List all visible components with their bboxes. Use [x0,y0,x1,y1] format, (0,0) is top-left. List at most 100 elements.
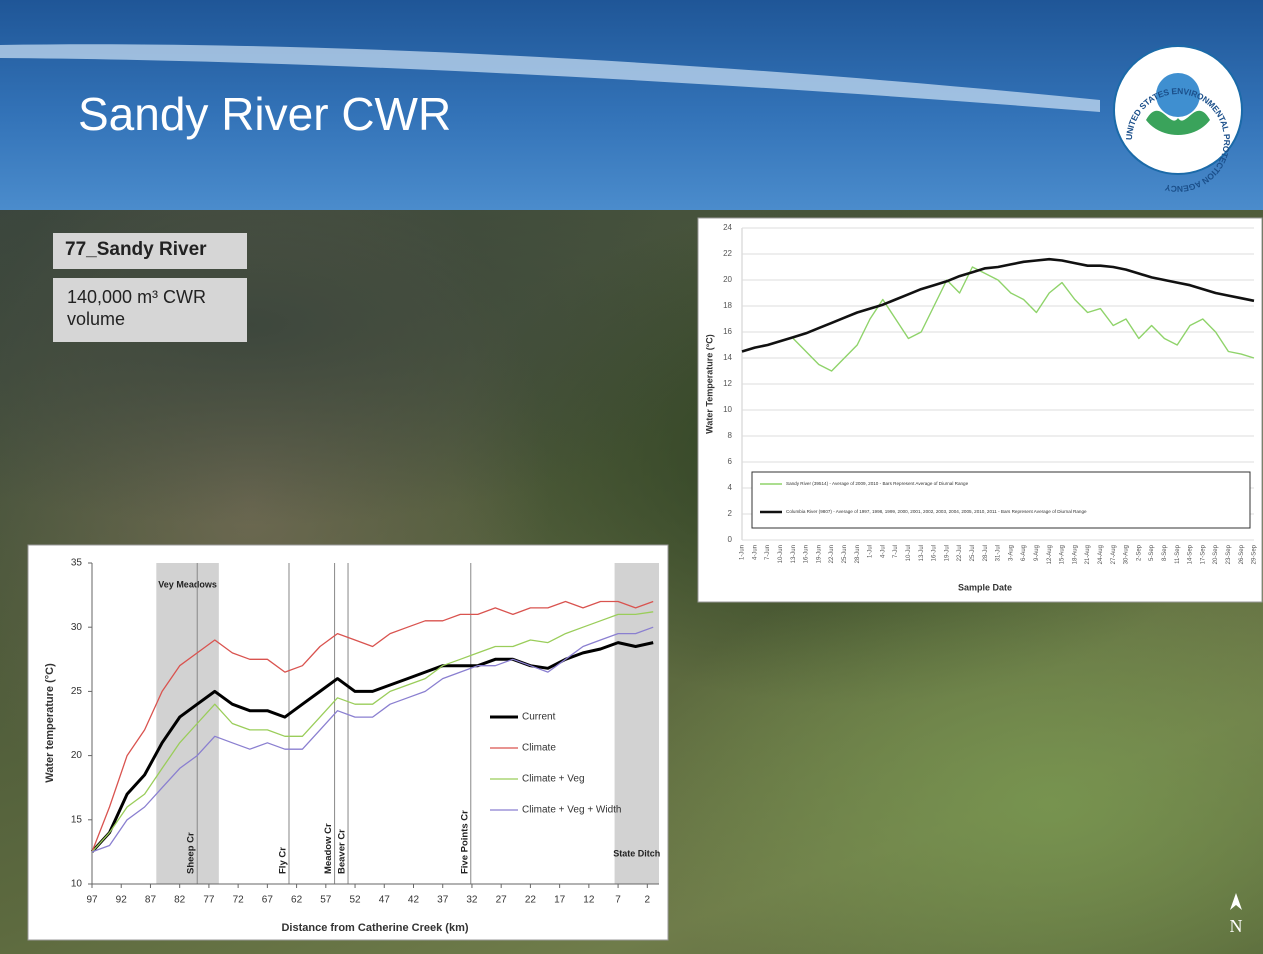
x-tick-label: 57 [320,895,332,906]
x-tick-label: 23-Sep [1226,544,1232,564]
x-tick-label: 42 [408,895,420,906]
x-tick-label: 16-Jun [804,545,810,563]
x-tick-label: 28-Jul [983,545,989,561]
x-tick-label: 52 [349,895,361,906]
x-tick-label: 25-Jun [842,545,848,563]
x-tick-label: 17-Sep [1200,544,1206,564]
x-tick-label: 12 [583,895,595,906]
legend-label: Climate + Veg [522,774,585,785]
legend-label: Sandy River (39514) - Average of 2009, 2… [786,481,969,486]
x-tick-label: 7 [615,895,621,906]
x-tick-label: 24-Aug [1098,545,1104,564]
x-tick-label: 13-Jun [791,545,797,563]
legend-label: Climate [522,743,556,754]
x-tick-label: 21-Aug [1085,545,1091,564]
slide-title: Sandy River CWR [78,88,451,140]
x-tick-label: 37 [437,895,449,906]
y-tick-label: 0 [728,535,733,544]
region-label: State Ditch [613,848,660,858]
y-tick-label: 10 [71,879,83,890]
y-tick-label: 20 [71,750,83,761]
x-tick-label: 20-Sep [1213,544,1219,564]
x-tick-label: 2-Sep [1136,544,1142,561]
x-tick-label: 25-Jul [970,545,976,561]
x-tick-label: 92 [116,895,128,906]
y-tick-label: 16 [723,327,732,336]
x-tick-label: 72 [233,895,245,906]
x-tick-label: 26-Sep [1239,544,1245,564]
x-tick-label: 14-Sep [1188,544,1194,564]
x-tick-label: 15-Aug [1060,545,1066,564]
x-tick-label: 22 [525,895,537,906]
y-tick-label: 35 [71,558,83,569]
legend-label: Climate + Veg + Width [522,805,622,816]
x-tick-label: 27-Aug [1111,545,1117,564]
x-tick-label: 32 [466,895,478,906]
y-tick-label: 14 [723,353,732,362]
x-tick-label: 22-Jul [957,545,963,561]
y-axis-title: Water Temperature (°C) [704,334,714,434]
x-tick-label: 16-Jul [932,545,938,561]
x-tick-label: 19-Jul [944,545,950,561]
x-tick-label: 2 [645,895,651,906]
x-tick-label: 30-Aug [1124,545,1130,564]
x-tick-label: 18-Aug [1072,545,1078,564]
y-tick-label: 18 [723,301,732,310]
x-tick-label: 31-Jul [996,545,1002,561]
x-tick-label: 4-Jun [752,545,758,560]
x-tick-label: 12-Aug [1047,545,1053,564]
y-tick-label: 8 [728,431,733,440]
reference-label: Meadow Cr [323,823,334,874]
y-tick-label: 12 [723,379,732,388]
legend-label: Columbia River (9807) - Average of 1997,… [786,509,1087,514]
y-tick-label: 10 [723,405,732,414]
x-tick-label: 10-Jul [906,545,912,561]
x-tick-label: 3-Aug [1008,545,1014,561]
reference-label: Five Points Cr [459,810,470,874]
x-tick-label: 9-Aug [1034,545,1040,561]
x-tick-label: 87 [145,895,157,906]
x-tick-label: 28-Jun [855,545,861,563]
x-tick-label: 17 [554,895,566,906]
x-axis-title: Distance from Catherine Creek (km) [281,922,468,934]
y-tick-label: 4 [728,483,733,492]
region-label: Vey Meadows [158,579,217,589]
x-tick-label: 10-Jun [778,545,784,563]
y-tick-label: 25 [71,686,83,697]
x-tick-label: 5-Sep [1149,544,1155,561]
north-label: N [1230,916,1243,936]
reference-label: Sheep Cr [186,832,197,874]
x-tick-label: 7-Jul [893,545,899,558]
x-tick-label: 1-Jul [868,545,874,558]
x-tick-label: 47 [379,895,391,906]
y-tick-label: 2 [728,509,733,518]
x-tick-label: 6-Aug [1021,545,1027,561]
x-tick-label: 27 [496,895,508,906]
y-tick-label: 22 [723,249,732,258]
y-tick-label: 6 [728,457,733,466]
reference-label: Fly Cr [278,847,289,874]
slide-canvas: Sandy River CWR UNITED STATES ENVIRONMEN… [0,0,1263,954]
x-tick-label: 7-Jun [765,545,771,560]
slide: 77_Sandy River 140,000 m³ CWR volume San… [0,0,1263,954]
x-tick-label: 13-Jul [919,545,925,561]
y-tick-label: 24 [723,223,732,232]
reference-label: Beaver Cr [337,829,348,874]
x-tick-label: 82 [174,895,186,906]
x-tick-label: 62 [291,895,303,906]
x-tick-label: 29-Sep [1252,544,1258,564]
legend-label: Current [522,712,556,723]
x-tick-label: 19-Jun [816,545,822,563]
x-tick-label: 77 [203,895,215,906]
x-axis-title: Sample Date [958,582,1012,592]
x-tick-label: 67 [262,895,274,906]
y-tick-label: 15 [71,814,83,825]
epa-logo: UNITED STATES ENVIRONMENTAL PROTECTION A… [1114,46,1242,194]
x-tick-label: 97 [86,895,98,906]
shaded-region [615,563,659,884]
y-axis-title: Water temperature (°C) [44,663,56,783]
y-tick-label: 30 [71,622,83,633]
x-tick-label: 22-Jun [829,545,835,563]
x-tick-label: 4-Jul [880,545,886,558]
x-tick-label: 1-Jun [740,545,746,560]
